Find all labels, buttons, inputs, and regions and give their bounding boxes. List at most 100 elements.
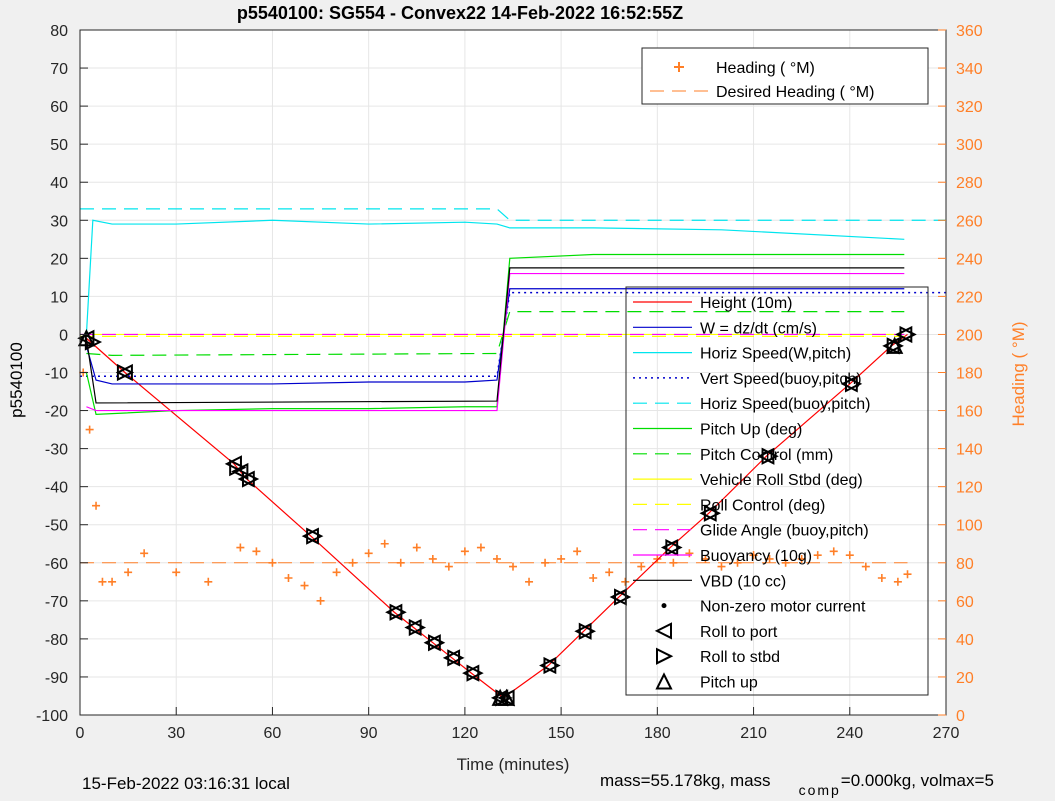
roll-to-port-marker xyxy=(699,504,717,522)
heading-marker xyxy=(172,568,181,577)
y-axis-label: p5540100 xyxy=(7,342,26,418)
y2-tick-label: 20 xyxy=(956,670,974,687)
legend-label: VBD (10 cc) xyxy=(700,573,786,590)
heading-marker xyxy=(108,577,117,586)
y2-tick-label: 240 xyxy=(956,251,983,268)
roll-to-port-marker xyxy=(442,649,461,667)
x-tick-label: 90 xyxy=(360,725,378,742)
roll-to-stbd-marker xyxy=(447,649,465,667)
y2-tick-label: 220 xyxy=(956,289,983,306)
height-10m-line xyxy=(86,333,908,699)
roll-to-stbd-marker xyxy=(389,603,407,621)
heading-marker xyxy=(861,562,870,571)
y2-tick-label: 280 xyxy=(956,175,983,192)
pitch-up-deg-line xyxy=(85,253,905,415)
heading-marker xyxy=(765,554,774,563)
roll-to-port-marker xyxy=(462,664,480,682)
heading-marker xyxy=(300,581,309,590)
legend-label: Buoyancy (10g) xyxy=(700,548,812,565)
y-tick-label: -100 xyxy=(36,708,68,725)
heading-marker xyxy=(589,574,598,582)
legend-main-box xyxy=(625,286,929,696)
legend-heading: Heading ( °M) Desired Heading ( °M) xyxy=(641,47,929,105)
heading-marker xyxy=(476,543,485,552)
roll-to-stbd-marker xyxy=(899,325,917,344)
heading-marker xyxy=(85,425,94,434)
roll-to-stbd-marker xyxy=(229,459,247,477)
heading-marker xyxy=(621,577,630,586)
y2-tick-label: 180 xyxy=(956,366,983,383)
heading-marker xyxy=(877,574,886,582)
heading-marker xyxy=(140,549,149,558)
y-tick-label: -20 xyxy=(45,404,68,421)
legend-heading-box xyxy=(641,47,929,105)
y2-tick-label: 140 xyxy=(956,442,983,459)
legend-heading-label: Heading ( °M) xyxy=(716,60,815,77)
roll-to-stbd-marker xyxy=(543,656,561,675)
y2-tick-label: 100 xyxy=(956,518,983,535)
x-tick-label: 240 xyxy=(836,725,863,742)
heading-marker xyxy=(460,547,469,556)
y2-tick-label: 0 xyxy=(956,708,965,725)
roll-to-port-marker xyxy=(237,470,255,488)
x-tick-label: 180 xyxy=(644,725,671,742)
comp-subscript: comp xyxy=(798,782,841,798)
roll-to-stbd-marker xyxy=(116,363,135,382)
heading-marker xyxy=(444,562,453,571)
y-tick-label: 70 xyxy=(50,61,68,78)
heading-marker xyxy=(509,562,517,571)
y2-tick-label: 340 xyxy=(956,61,983,78)
x-axis-label: Time (minutes) xyxy=(457,755,570,774)
y2-tick-label: 260 xyxy=(956,213,983,230)
legend-label: Pitch Up (deg) xyxy=(700,422,802,439)
roll-to-port-marker xyxy=(497,689,515,707)
legend-label: Pitch up xyxy=(700,675,758,692)
roll-to-port-marker xyxy=(757,447,775,465)
pitch-up-marker xyxy=(77,329,96,347)
pitch-up-marker xyxy=(655,672,673,690)
y2-tick-label: 300 xyxy=(956,137,983,154)
heading-marker xyxy=(903,570,912,579)
heading-marker xyxy=(573,547,582,556)
legend-heading-label: Desired Heading ( °M) xyxy=(716,84,874,101)
horiz-speed-buoy-pitch-line xyxy=(80,208,946,221)
roll-to-stbd-marker xyxy=(656,647,674,665)
legend-label: Roll to port xyxy=(700,624,778,641)
roll-to-port-marker xyxy=(231,462,249,481)
heading-marker xyxy=(364,549,373,558)
roll-to-stbd-marker xyxy=(614,588,632,606)
heading-marker xyxy=(412,543,421,552)
roll-to-port-marker xyxy=(301,527,319,545)
y-tick-label: 20 xyxy=(50,251,68,268)
legend-heading-swatch xyxy=(674,62,684,72)
y-tick-label: -70 xyxy=(45,594,68,611)
heading-marker xyxy=(332,568,341,577)
roll-to-stbd-marker xyxy=(703,504,722,522)
roll-to-port-marker xyxy=(895,325,913,344)
roll-to-port-marker xyxy=(423,634,441,652)
heading-marker xyxy=(701,554,710,563)
local-time-footer: 15-Feb-2022 03:16:31 local xyxy=(82,774,290,793)
y2-tick-label: 40 xyxy=(956,632,974,649)
y-tick-label: 60 xyxy=(50,99,68,116)
heading-marker xyxy=(252,547,261,556)
y-tick-label: 40 xyxy=(50,175,68,192)
y-tick-label: -50 xyxy=(45,518,68,535)
heading-marker xyxy=(98,577,107,586)
legend-label: Horiz Speed(buoy,pitch) xyxy=(700,396,870,413)
w-dz-dt-cm-s-line xyxy=(85,288,905,385)
legend-label: Non-zero motor current xyxy=(700,599,866,616)
heading-marker xyxy=(380,539,389,548)
tick-layer: 0 30 60 90 120 150 180 210 240 270 80 70 60 50 40 30 20 1… xyxy=(36,23,983,742)
pitch-up-marker xyxy=(497,688,516,706)
horiz-speed-w-pitch-line xyxy=(85,219,905,335)
roll-to-port-marker xyxy=(404,618,422,637)
roll-to-stbd-marker xyxy=(761,447,779,465)
pitch-control-mm-line xyxy=(86,311,905,356)
heading-marker xyxy=(428,554,437,563)
y-tick-label: -30 xyxy=(45,442,68,459)
legend-label: Height (10m) xyxy=(700,295,792,312)
y-tick-label: 50 xyxy=(50,137,68,154)
y-tick-label: 10 xyxy=(50,289,68,306)
